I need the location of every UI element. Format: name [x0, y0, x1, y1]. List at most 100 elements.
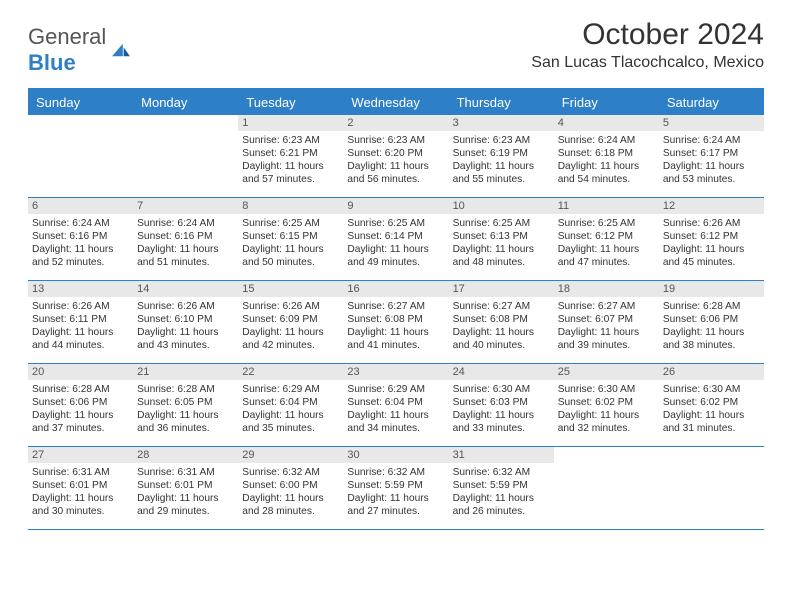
- day-number: 15: [238, 281, 343, 297]
- daylight-text: Daylight: 11 hours and 55 minutes.: [453, 160, 550, 186]
- sunrise-text: Sunrise: 6:32 AM: [347, 466, 444, 479]
- week-row: 20Sunrise: 6:28 AMSunset: 6:06 PMDayligh…: [28, 364, 764, 447]
- calendar-cell: 18Sunrise: 6:27 AMSunset: 6:07 PMDayligh…: [554, 281, 659, 363]
- calendar-cell: [659, 447, 764, 529]
- title-block: October 2024 San Lucas Tlacochcalco, Mex…: [531, 18, 764, 72]
- calendar-cell: [554, 447, 659, 529]
- sunset-text: Sunset: 6:21 PM: [242, 147, 339, 160]
- month-title: October 2024: [531, 18, 764, 52]
- day-number: 14: [133, 281, 238, 297]
- daylight-text: Daylight: 11 hours and 45 minutes.: [663, 243, 760, 269]
- daylight-text: Daylight: 11 hours and 40 minutes.: [453, 326, 550, 352]
- sunrise-text: Sunrise: 6:32 AM: [242, 466, 339, 479]
- week-row: 6Sunrise: 6:24 AMSunset: 6:16 PMDaylight…: [28, 198, 764, 281]
- calendar-cell: 27Sunrise: 6:31 AMSunset: 6:01 PMDayligh…: [28, 447, 133, 529]
- day-number: 3: [449, 115, 554, 131]
- calendar-cell: 24Sunrise: 6:30 AMSunset: 6:03 PMDayligh…: [449, 364, 554, 446]
- day-number: 18: [554, 281, 659, 297]
- daylight-text: Daylight: 11 hours and 28 minutes.: [242, 492, 339, 518]
- calendar-cell: 31Sunrise: 6:32 AMSunset: 5:59 PMDayligh…: [449, 447, 554, 529]
- sunset-text: Sunset: 5:59 PM: [453, 479, 550, 492]
- sunset-text: Sunset: 5:59 PM: [347, 479, 444, 492]
- day-number: 2: [343, 115, 448, 131]
- daylight-text: Daylight: 11 hours and 57 minutes.: [242, 160, 339, 186]
- calendar-cell: 19Sunrise: 6:28 AMSunset: 6:06 PMDayligh…: [659, 281, 764, 363]
- sunset-text: Sunset: 6:02 PM: [558, 396, 655, 409]
- sunset-text: Sunset: 6:11 PM: [32, 313, 129, 326]
- daylight-text: Daylight: 11 hours and 33 minutes.: [453, 409, 550, 435]
- sunrise-text: Sunrise: 6:26 AM: [242, 300, 339, 313]
- calendar-cell: 30Sunrise: 6:32 AMSunset: 5:59 PMDayligh…: [343, 447, 448, 529]
- day-number: 4: [554, 115, 659, 131]
- calendar-cell: 8Sunrise: 6:25 AMSunset: 6:15 PMDaylight…: [238, 198, 343, 280]
- calendar-cell: 7Sunrise: 6:24 AMSunset: 6:16 PMDaylight…: [133, 198, 238, 280]
- sunrise-text: Sunrise: 6:25 AM: [347, 217, 444, 230]
- weeks-container: 1Sunrise: 6:23 AMSunset: 6:21 PMDaylight…: [28, 115, 764, 530]
- day-header-friday: Friday: [554, 90, 659, 115]
- day-number: 19: [659, 281, 764, 297]
- day-number: 13: [28, 281, 133, 297]
- week-row: 13Sunrise: 6:26 AMSunset: 6:11 PMDayligh…: [28, 281, 764, 364]
- sunrise-text: Sunrise: 6:25 AM: [558, 217, 655, 230]
- sunrise-text: Sunrise: 6:26 AM: [137, 300, 234, 313]
- daylight-text: Daylight: 11 hours and 52 minutes.: [32, 243, 129, 269]
- sunset-text: Sunset: 6:17 PM: [663, 147, 760, 160]
- calendar-cell: 26Sunrise: 6:30 AMSunset: 6:02 PMDayligh…: [659, 364, 764, 446]
- sunset-text: Sunset: 6:10 PM: [137, 313, 234, 326]
- day-number: 21: [133, 364, 238, 380]
- day-number: 31: [449, 447, 554, 463]
- calendar-cell: 22Sunrise: 6:29 AMSunset: 6:04 PMDayligh…: [238, 364, 343, 446]
- sunset-text: Sunset: 6:01 PM: [32, 479, 129, 492]
- sunset-text: Sunset: 6:08 PM: [347, 313, 444, 326]
- sunrise-text: Sunrise: 6:28 AM: [137, 383, 234, 396]
- sunset-text: Sunset: 6:19 PM: [453, 147, 550, 160]
- sunset-text: Sunset: 6:01 PM: [137, 479, 234, 492]
- calendar-cell: 3 Sunrise: 6:23 AMSunset: 6:19 PMDaylight…: [449, 115, 554, 197]
- day-number: 24: [449, 364, 554, 380]
- sunset-text: Sunset: 6:03 PM: [453, 396, 550, 409]
- daylight-text: Daylight: 11 hours and 42 minutes.: [242, 326, 339, 352]
- day-number: 26: [659, 364, 764, 380]
- sunset-text: Sunset: 6:09 PM: [242, 313, 339, 326]
- day-number: 1: [238, 115, 343, 131]
- daylight-text: Daylight: 11 hours and 48 minutes.: [453, 243, 550, 269]
- daylight-text: Daylight: 11 hours and 38 minutes.: [663, 326, 760, 352]
- day-number: 16: [343, 281, 448, 297]
- calendar-cell: 5Sunrise: 6:24 AMSunset: 6:17 PMDaylight…: [659, 115, 764, 197]
- day-number: 12: [659, 198, 764, 214]
- sunrise-text: Sunrise: 6:25 AM: [453, 217, 550, 230]
- sunrise-text: Sunrise: 6:23 AM: [453, 134, 550, 147]
- week-row: 27Sunrise: 6:31 AMSunset: 6:01 PMDayligh…: [28, 447, 764, 530]
- day-header-sunday: Sunday: [28, 90, 133, 115]
- sunrise-text: Sunrise: 6:26 AM: [663, 217, 760, 230]
- day-number: 10: [449, 198, 554, 214]
- daylight-text: Daylight: 11 hours and 51 minutes.: [137, 243, 234, 269]
- daylight-text: Daylight: 11 hours and 37 minutes.: [32, 409, 129, 435]
- calendar-cell: 9Sunrise: 6:25 AMSunset: 6:14 PMDaylight…: [343, 198, 448, 280]
- day-header-tuesday: Tuesday: [238, 90, 343, 115]
- day-number: 6: [28, 198, 133, 214]
- calendar-cell: 23Sunrise: 6:29 AMSunset: 6:04 PMDayligh…: [343, 364, 448, 446]
- daylight-text: Daylight: 11 hours and 43 minutes.: [137, 326, 234, 352]
- sunset-text: Sunset: 6:16 PM: [137, 230, 234, 243]
- daylight-text: Daylight: 11 hours and 47 minutes.: [558, 243, 655, 269]
- location: San Lucas Tlacochcalco, Mexico: [531, 54, 764, 72]
- logo-text-2: Blue: [28, 50, 76, 75]
- sunset-text: Sunset: 6:04 PM: [347, 396, 444, 409]
- calendar-cell: 12Sunrise: 6:26 AMSunset: 6:12 PMDayligh…: [659, 198, 764, 280]
- sail-icon: [110, 42, 132, 58]
- calendar-cell: 11Sunrise: 6:25 AMSunset: 6:12 PMDayligh…: [554, 198, 659, 280]
- sunset-text: Sunset: 6:15 PM: [242, 230, 339, 243]
- sunrise-text: Sunrise: 6:30 AM: [663, 383, 760, 396]
- daylight-text: Daylight: 11 hours and 31 minutes.: [663, 409, 760, 435]
- sunset-text: Sunset: 6:12 PM: [558, 230, 655, 243]
- daylight-text: Daylight: 11 hours and 29 minutes.: [137, 492, 234, 518]
- sunrise-text: Sunrise: 6:23 AM: [347, 134, 444, 147]
- calendar-cell: 20Sunrise: 6:28 AMSunset: 6:06 PMDayligh…: [28, 364, 133, 446]
- day-number: 22: [238, 364, 343, 380]
- sunset-text: Sunset: 6:18 PM: [558, 147, 655, 160]
- daylight-text: Daylight: 11 hours and 44 minutes.: [32, 326, 129, 352]
- sunrise-text: Sunrise: 6:24 AM: [137, 217, 234, 230]
- sunset-text: Sunset: 6:14 PM: [347, 230, 444, 243]
- daylight-text: Daylight: 11 hours and 32 minutes.: [558, 409, 655, 435]
